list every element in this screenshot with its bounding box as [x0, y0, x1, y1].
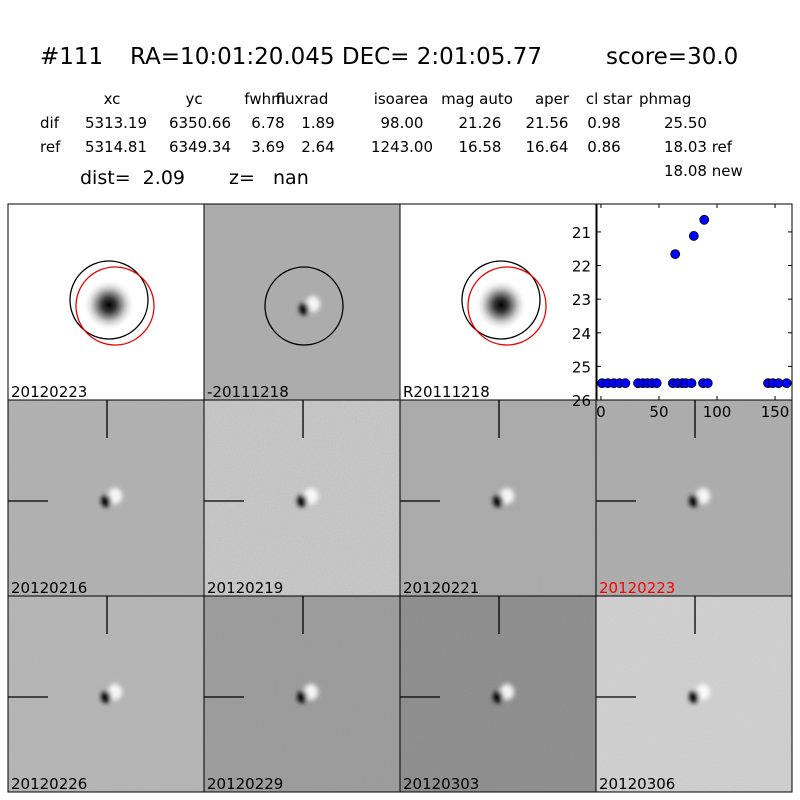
panel-label: -20111218	[207, 383, 289, 401]
data-point	[773, 378, 784, 389]
panel-label: 20120221	[403, 579, 479, 597]
image-panel: 20120223	[595, 399, 793, 597]
data-point	[702, 378, 713, 389]
y-tick-label: 26	[572, 392, 591, 410]
cell: 16.64	[526, 138, 569, 156]
data-point	[781, 378, 792, 389]
image-panel: 20120303	[399, 595, 597, 793]
source	[475, 279, 527, 331]
aperture-circle	[75, 266, 155, 346]
image-panel: 20120216	[7, 399, 205, 597]
cell: 5314.81	[85, 138, 147, 156]
cell: 21.56	[526, 114, 569, 132]
cell: 16.58	[459, 138, 502, 156]
column-header: yc	[185, 90, 202, 108]
redshift: z= nan	[229, 167, 309, 189]
data-point	[670, 249, 681, 259]
image-panel: 20120219	[203, 399, 401, 597]
cell: 6.78	[251, 114, 284, 132]
x-tick-label: 100	[703, 403, 732, 421]
distance: dist= 2.09	[80, 167, 185, 189]
y-tick-label: 22	[572, 258, 591, 276]
dipole	[689, 488, 710, 507]
image-panel: 20120229	[203, 595, 401, 793]
cell: 98.00	[381, 114, 424, 132]
panel-label: 20120229	[207, 775, 283, 793]
panel-label: 20120216	[11, 579, 87, 597]
image-panel: 20120223	[7, 203, 205, 401]
cell: 18.08 new	[664, 162, 743, 180]
x-tick-label: 0	[596, 403, 606, 421]
data-point	[699, 214, 710, 225]
column-header: fwhm	[244, 90, 285, 108]
cell: 5313.19	[85, 114, 147, 132]
cell: 2.64	[301, 138, 334, 156]
panel-label: 20120303	[403, 775, 479, 793]
column-header: aper	[535, 90, 570, 108]
column-header: cl star	[586, 90, 633, 108]
source	[83, 279, 135, 331]
cell: 25.50	[664, 114, 707, 132]
aperture-circle	[69, 260, 149, 340]
y-tick-label: 23	[572, 291, 591, 309]
data-point	[651, 378, 662, 389]
plot-frame	[596, 203, 793, 401]
panel-label: R20111218	[403, 383, 490, 401]
image-panel: 20120221	[399, 399, 597, 597]
cell: 0.98	[587, 114, 620, 132]
column-header: xc	[104, 90, 121, 108]
image-panels: 20120223 -20111218 R20111218 20120216 201202…	[7, 203, 793, 793]
y-tick-label: 24	[572, 325, 591, 343]
panel-label: 20120306	[599, 775, 675, 793]
image-panel: R20111218	[399, 203, 597, 401]
dipole	[297, 488, 318, 507]
dipole	[101, 684, 122, 703]
cell: 21.26	[459, 114, 502, 132]
y-tick-label: 21	[572, 224, 591, 242]
cell: 1.89	[301, 114, 334, 132]
score: score=30.0	[606, 44, 738, 70]
candidate-id: #111	[40, 44, 103, 70]
data-point	[688, 231, 699, 241]
panel-background	[204, 204, 400, 400]
row-label: dif	[40, 114, 60, 132]
x-tick-label: 150	[761, 403, 790, 421]
y-tick-label: 25	[572, 358, 591, 376]
panel-label: 20120223	[11, 383, 87, 401]
cell: 0.86	[587, 138, 620, 156]
aperture-circle	[467, 266, 547, 346]
dipole	[493, 684, 514, 703]
light-curve: 21 22 23 24 25 26 0 50 100 150	[572, 203, 793, 421]
coordinates: RA=10:01:20.045 DEC= 2:01:05.77	[130, 44, 542, 70]
cell: 6349.34	[169, 138, 231, 156]
cell: 3.69	[251, 138, 284, 156]
panel-frame	[595, 595, 793, 793]
cell: 18.03 ref	[664, 138, 733, 156]
data-point	[620, 378, 631, 389]
cell: 1243.00	[371, 138, 433, 156]
aperture-circle	[461, 260, 541, 340]
x-tick-label: 50	[649, 403, 668, 421]
column-header: fluxrad	[276, 90, 329, 108]
dipole	[101, 488, 122, 507]
panel-label: 20120219	[207, 579, 283, 597]
image-panel: 20120306	[595, 595, 793, 793]
image-panel: 20120226	[7, 595, 205, 793]
dipole	[493, 488, 514, 507]
row-label: ref	[40, 138, 61, 156]
column-header: mag auto	[441, 90, 513, 108]
image-panel: -20111218	[203, 203, 401, 401]
aperture-circle	[264, 266, 344, 346]
cell: 6350.66	[169, 114, 231, 132]
dipole	[689, 684, 710, 703]
column-header: isoarea	[374, 90, 429, 108]
panel-label: 20120226	[11, 775, 87, 793]
data-point	[686, 378, 697, 389]
column-header: phmag	[639, 90, 691, 108]
panel-label: 20120223	[599, 579, 675, 597]
dipole	[299, 296, 320, 315]
dipole	[297, 684, 318, 703]
